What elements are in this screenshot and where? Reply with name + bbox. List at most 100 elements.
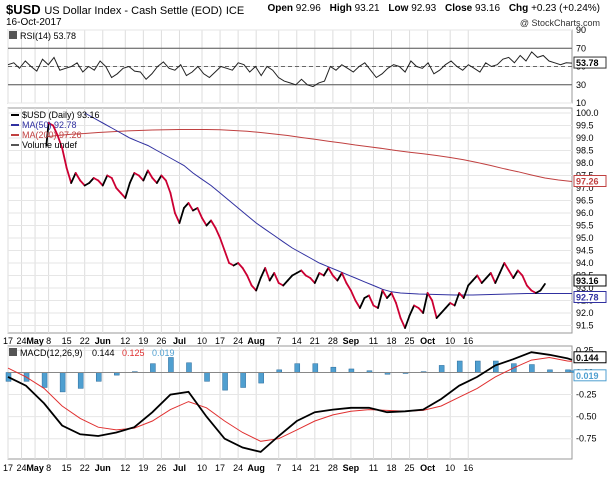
- price-segment: [70, 172, 77, 184]
- rsi-line: [7, 51, 573, 88]
- price-tick-label: 96.0: [576, 208, 594, 218]
- price-tick-label: 99.5: [576, 121, 594, 131]
- close-value: 93.16: [475, 3, 501, 14]
- macd-histogram-bar: [438, 365, 445, 373]
- macd-histogram-bar: [330, 366, 337, 373]
- price-segment: [223, 249, 230, 264]
- exchange: ICE: [225, 5, 245, 17]
- mid-date-label: 12: [120, 336, 130, 346]
- bottom-date-label: 18: [387, 463, 397, 473]
- price-segment: [525, 284, 533, 292]
- price-last-label: 93.16: [576, 276, 599, 286]
- mid-date-label: Jun: [95, 336, 111, 346]
- rsi-legend: RSI(14) 53.78: [20, 31, 76, 41]
- macd-legend-label: MACD(12,26,9): [20, 348, 83, 358]
- price-segment: [119, 192, 127, 199]
- price-segment: [327, 267, 334, 277]
- price-segment: [350, 289, 357, 302]
- mid-date-label: 7: [276, 336, 281, 346]
- bottom-date-label: 15: [62, 463, 72, 473]
- macd-histogram-bar: [59, 372, 66, 393]
- bottom-date-label: Aug: [247, 463, 265, 473]
- bottom-date-label: 12: [120, 463, 130, 473]
- macd-panel-frame: [7, 345, 573, 460]
- price-segment: [507, 269, 515, 279]
- price-segment: [101, 174, 109, 187]
- rsi-last-label: 53.78: [576, 58, 599, 68]
- mid-date-label: 10: [445, 336, 455, 346]
- price-segment: [359, 297, 366, 309]
- macd-signal-line: [7, 356, 573, 442]
- price-segment: [444, 302, 452, 309]
- macd-legend-signal: 0.125: [122, 348, 145, 358]
- bottom-date-label: Jun: [95, 463, 111, 473]
- bottom-date-label: Jul: [173, 463, 186, 473]
- price-segment: [435, 312, 443, 319]
- price-segment: [309, 277, 316, 284]
- price-segment: [196, 207, 203, 219]
- copyright: @ StockCharts.com: [519, 18, 600, 28]
- price-segment: [205, 219, 212, 227]
- price-segment: [404, 314, 411, 329]
- macd-hist-last-box: [573, 369, 607, 382]
- macd-histogram-bar: [474, 360, 481, 373]
- price-segment: [273, 272, 280, 284]
- mid-date-label: 25: [405, 336, 415, 346]
- price-segment: [345, 282, 352, 292]
- bottom-date-label: 7: [276, 463, 281, 473]
- chg-value: +0.23 (+0.24%): [531, 3, 600, 14]
- price-segment: [137, 174, 145, 182]
- mid-date-label: 19: [138, 336, 148, 346]
- price-segment: [259, 267, 267, 279]
- price-segment: [79, 179, 86, 187]
- price-segment: [169, 192, 176, 214]
- price-segment: [300, 269, 307, 277]
- price-segment: [151, 177, 158, 184]
- price-segment: [313, 272, 321, 284]
- close-label: Close: [445, 3, 473, 14]
- price-tick-label: 100.0: [576, 108, 599, 118]
- ma200-last-label: 97.26: [576, 177, 599, 187]
- macd-histogram-bar: [294, 363, 301, 373]
- price-segment: [476, 274, 483, 284]
- mid-date-label: 8: [46, 336, 51, 346]
- mid-date-label: Aug: [247, 336, 265, 346]
- price-tick-label: 95.0: [576, 233, 594, 243]
- bottom-date-label: 26: [156, 463, 166, 473]
- macd-tick-label: -0.25: [576, 390, 597, 400]
- price-segment: [160, 174, 167, 182]
- mid-date-label: 16: [463, 336, 473, 346]
- price-segment: [512, 269, 519, 279]
- bottom-date-label: 17: [3, 463, 13, 473]
- price-segment: [521, 274, 528, 287]
- macd-histogram-bar: [95, 372, 102, 382]
- mid-date-label: Jul: [173, 336, 186, 346]
- price-segment: [368, 294, 375, 307]
- bottom-date-label: 22: [80, 463, 90, 473]
- price-panel-frame: [7, 107, 573, 334]
- macd-histogram-bar: [168, 357, 174, 373]
- price-segment: [422, 292, 429, 314]
- price-segment: [174, 212, 181, 224]
- price-segment: [390, 292, 397, 304]
- mid-date-label: 11: [369, 336, 378, 346]
- macd-histogram-bar: [41, 372, 48, 388]
- mid-date-label: Sep: [343, 336, 360, 346]
- low-value: 92.93: [411, 3, 437, 14]
- price-segment: [65, 167, 73, 184]
- bottom-date-label: 16: [463, 463, 473, 473]
- macd-histogram-bar: [204, 372, 210, 382]
- price-segment: [467, 279, 474, 287]
- price-segment: [128, 172, 136, 184]
- price-legend-item: MA(200) 97.26: [22, 130, 82, 140]
- price-segment: [246, 274, 253, 287]
- macd-histogram-bar: [312, 363, 319, 373]
- bottom-date-label: 24: [17, 463, 27, 473]
- price-last-label-box: [573, 274, 607, 287]
- price-segment: [165, 179, 172, 194]
- price-tick-label: 95.5: [576, 221, 594, 231]
- price-segment: [110, 177, 118, 189]
- price-segment: [178, 207, 185, 224]
- price-segment: [187, 202, 194, 212]
